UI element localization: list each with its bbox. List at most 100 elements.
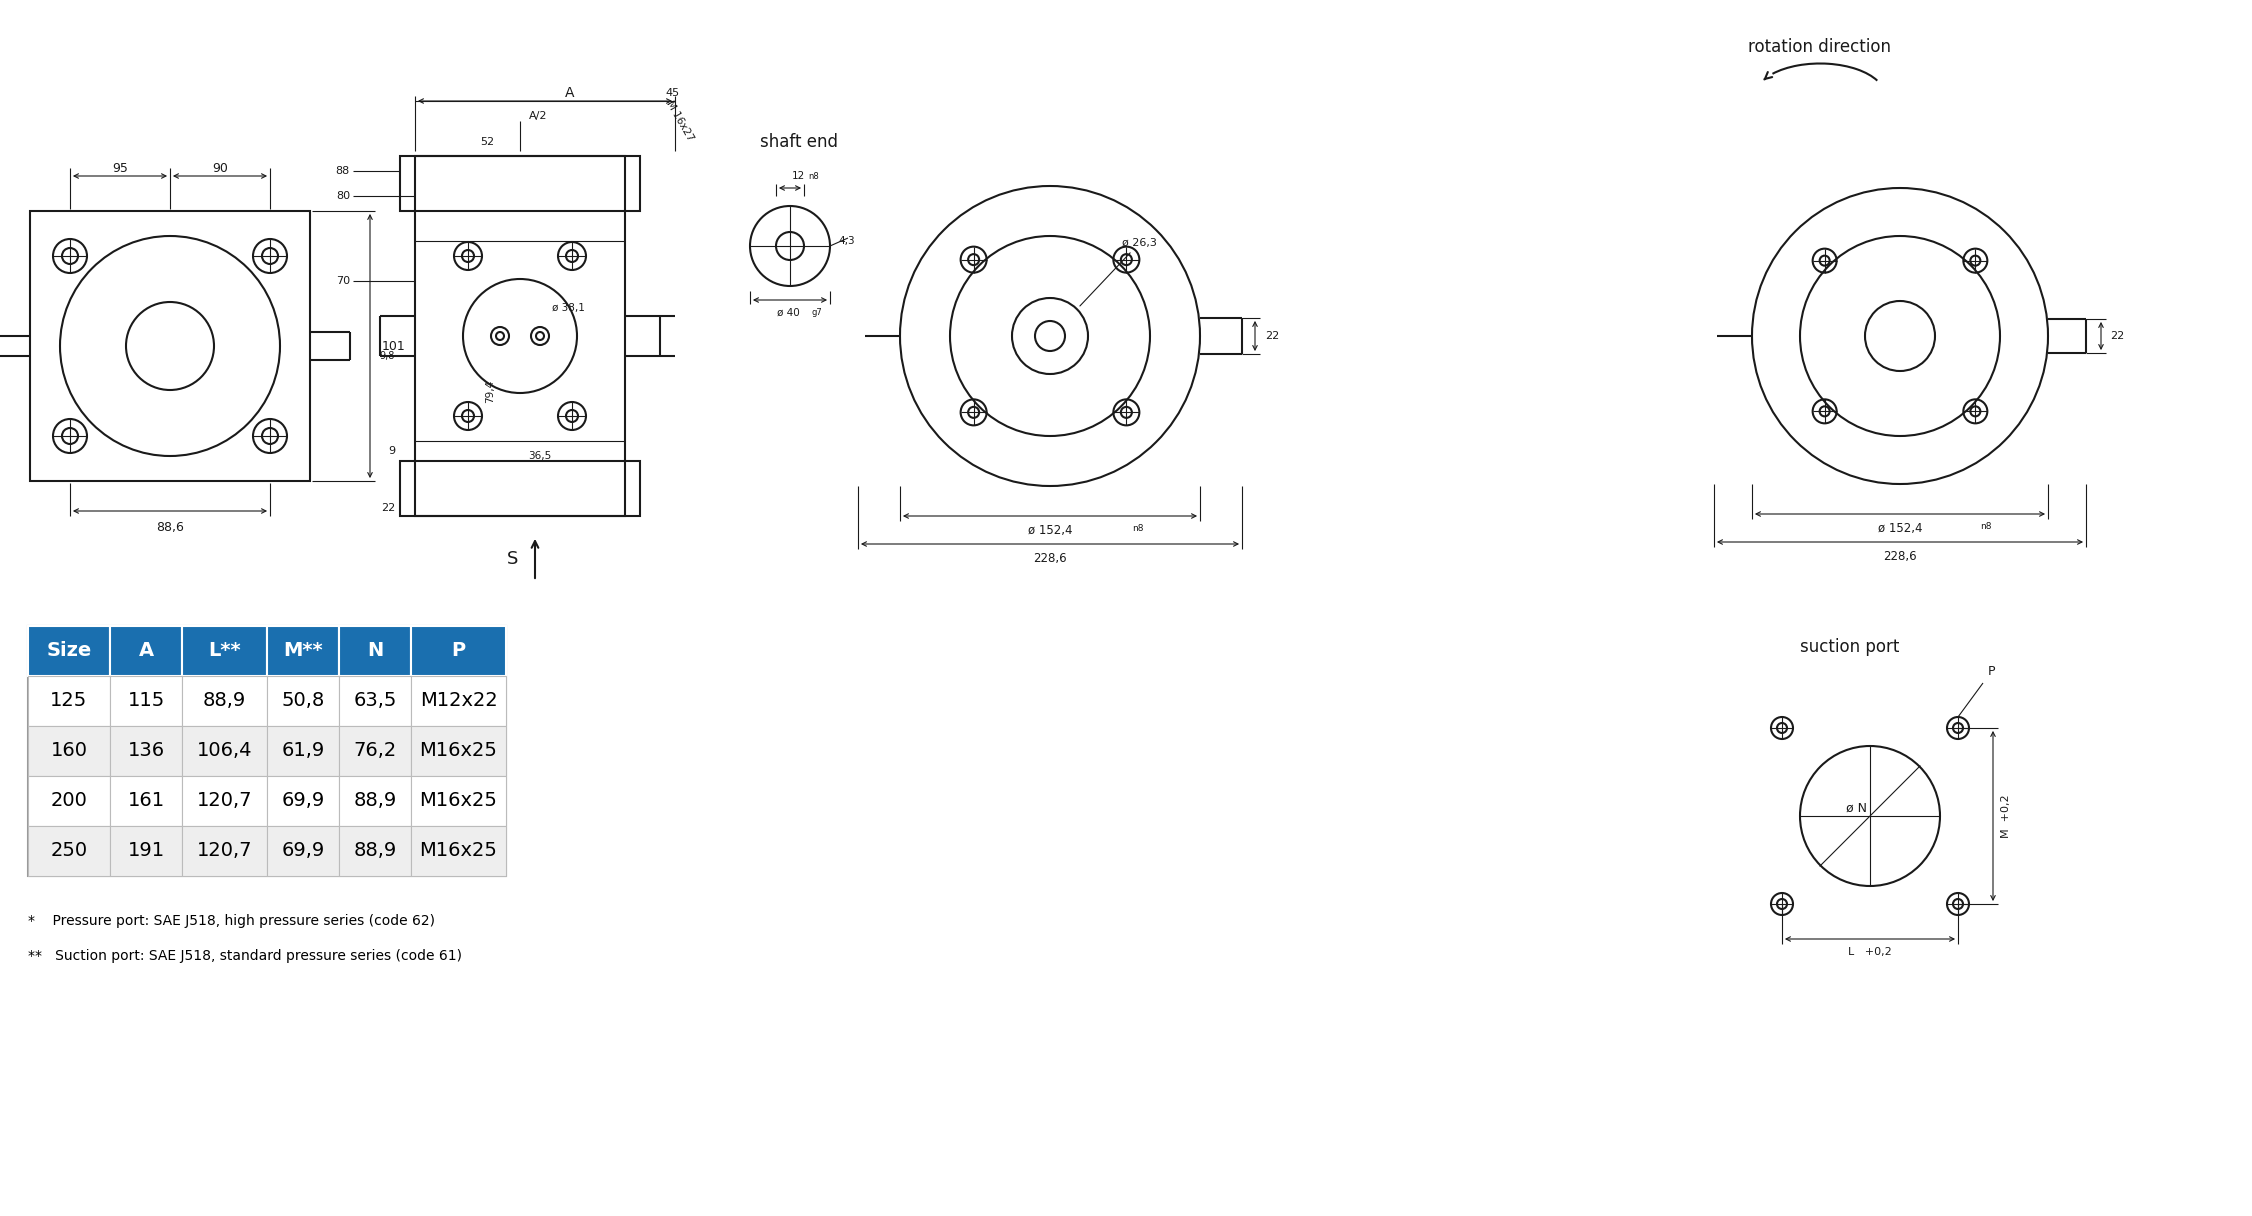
Text: 95: 95 [113,162,128,175]
Text: 101: 101 [383,339,405,353]
Text: n8: n8 [1980,522,1991,531]
Bar [414,156,626,516]
FancyBboxPatch shape [340,726,412,776]
FancyBboxPatch shape [182,826,268,876]
Text: 228,6: 228,6 [1034,552,1067,565]
Text: L**: L** [207,642,241,660]
Text: 160: 160 [50,742,88,760]
Text: Size: Size [47,642,92,660]
FancyBboxPatch shape [412,776,507,826]
Text: ø 40: ø 40 [777,308,799,319]
FancyBboxPatch shape [412,676,507,726]
Text: shaft end: shaft end [759,133,838,151]
Text: P: P [1989,665,1995,679]
FancyBboxPatch shape [182,626,268,676]
Text: A/2: A/2 [529,111,547,122]
Text: 52: 52 [480,137,495,147]
FancyBboxPatch shape [110,826,182,876]
FancyBboxPatch shape [412,626,507,676]
Text: 61,9: 61,9 [282,742,324,760]
Text: 45: 45 [664,88,680,98]
Text: 88,9: 88,9 [354,792,396,811]
FancyBboxPatch shape [340,676,412,726]
Text: ø N: ø N [1844,801,1867,815]
Text: 90: 90 [212,162,227,175]
Text: S: S [507,550,518,568]
Text: A: A [565,86,574,100]
Text: 63,5: 63,5 [354,692,396,710]
Text: L   +0,2: L +0,2 [1849,947,1892,957]
Text: 88,9: 88,9 [203,692,245,710]
FancyBboxPatch shape [27,726,110,776]
Text: suction port: suction port [1799,638,1901,655]
Text: **   Suction port: SAE J518, standard pressure series (code 61): ** Suction port: SAE J518, standard pres… [27,948,462,963]
Text: A: A [137,642,153,660]
Text: 80: 80 [336,191,349,201]
Text: 191: 191 [128,841,164,861]
Text: 115: 115 [128,692,164,710]
Text: 9,8: 9,8 [381,351,394,361]
Text: M**: M** [284,642,322,660]
Text: ø 26,3: ø 26,3 [1081,238,1158,306]
FancyBboxPatch shape [110,776,182,826]
FancyBboxPatch shape [268,626,340,676]
Text: 4,3: 4,3 [838,236,854,246]
Text: 120,7: 120,7 [196,841,252,861]
Text: 88: 88 [336,167,349,176]
Text: 70: 70 [336,276,349,286]
Bar [401,461,640,516]
Bar [27,626,507,876]
Text: M 16x27: M 16x27 [664,100,696,142]
FancyBboxPatch shape [340,626,412,676]
Text: ø 152,4: ø 152,4 [1878,522,1923,535]
FancyBboxPatch shape [340,826,412,876]
Text: 106,4: 106,4 [196,742,252,760]
FancyBboxPatch shape [27,776,110,826]
Text: 69,9: 69,9 [282,841,324,861]
Text: 36,5: 36,5 [529,451,552,461]
Text: 228,6: 228,6 [1883,550,1916,563]
Text: M16x25: M16x25 [419,841,498,861]
Text: M12x22: M12x22 [419,692,498,710]
Text: M  +0,2: M +0,2 [2002,794,2011,838]
Text: ø 152,4: ø 152,4 [1027,524,1072,537]
Text: P: P [450,642,466,660]
FancyBboxPatch shape [182,726,268,776]
Text: 125: 125 [50,692,88,710]
Text: g7: g7 [813,308,822,317]
Text: *    Pressure port: SAE J518, high pressure series (code 62): * Pressure port: SAE J518, high pressure… [27,914,435,928]
FancyBboxPatch shape [27,676,110,726]
Text: 76,2: 76,2 [354,742,396,760]
Bar [29,212,311,482]
FancyBboxPatch shape [110,676,182,726]
Text: ø 38,1: ø 38,1 [552,303,586,313]
FancyBboxPatch shape [182,676,268,726]
Text: 50,8: 50,8 [282,692,324,710]
Text: M16x25: M16x25 [419,792,498,811]
Bar [401,156,640,212]
Text: 136: 136 [128,742,164,760]
FancyBboxPatch shape [268,826,340,876]
Text: 12: 12 [793,171,806,181]
Text: 9: 9 [387,446,394,456]
FancyBboxPatch shape [182,776,268,826]
FancyBboxPatch shape [268,776,340,826]
Text: 88,9: 88,9 [354,841,396,861]
Text: N: N [367,642,383,660]
Text: 22: 22 [2110,331,2124,340]
Text: 120,7: 120,7 [196,792,252,811]
FancyBboxPatch shape [412,726,507,776]
Text: 250: 250 [50,841,88,861]
Text: 161: 161 [128,792,164,811]
FancyBboxPatch shape [110,626,182,676]
FancyBboxPatch shape [412,826,507,876]
Text: 79,4: 79,4 [484,379,495,402]
Text: 22: 22 [1266,331,1279,340]
Text: n8: n8 [808,171,820,181]
FancyBboxPatch shape [268,676,340,726]
Text: 22: 22 [381,503,394,513]
FancyBboxPatch shape [110,726,182,776]
Text: rotation direction: rotation direction [1748,38,1892,56]
FancyBboxPatch shape [27,826,110,876]
Text: n8: n8 [1133,524,1144,533]
